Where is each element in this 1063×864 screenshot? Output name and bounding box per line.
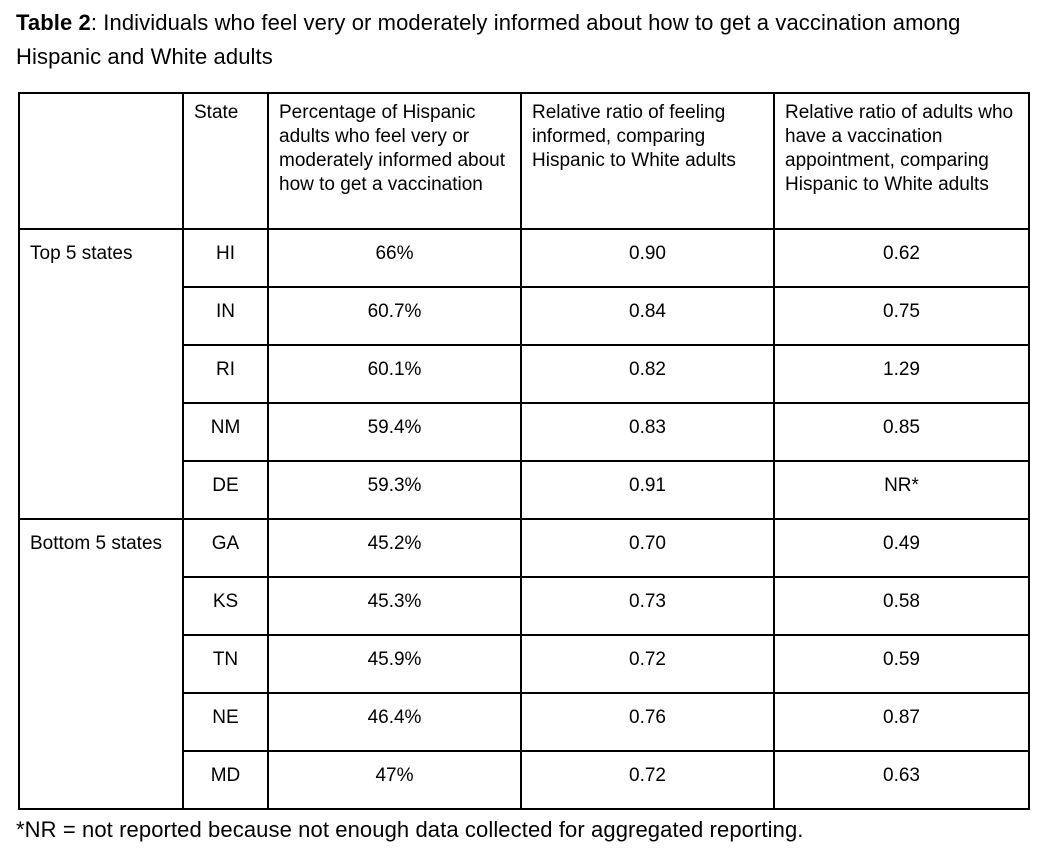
value-cell-ratio-informed: 0.91 [520,460,775,520]
value-cell-ratio-appointment: 0.75 [773,286,1030,346]
table-row: IN 60.7% 0.84 0.75 [19,286,1030,346]
table-caption: Table 2: Individuals who feel very or mo… [16,6,1046,74]
value-cell-ratio-informed: 0.72 [520,750,775,810]
value-cell-ratio-informed: 0.90 [520,228,775,288]
value-cell-ratio-appointment: NR* [773,460,1030,520]
state-cell: NM [182,402,269,462]
table-row: Bottom 5 states GA 45.2% 0.70 0.49 [18,518,1030,810]
value-cell-ratio-informed: 0.73 [520,576,775,636]
value-cell-ratio-informed: 0.82 [520,344,775,404]
table-row: MD 47% 0.72 0.63 [19,750,1030,810]
value-cell-percentage: 60.7% [267,286,522,346]
state-cell: KS [182,576,269,636]
value-cell-percentage: 45.2% [267,518,522,578]
value-cell-ratio-appointment: 0.49 [773,518,1030,578]
column-header-state: State [182,92,269,230]
value-cell-ratio-informed: 0.83 [520,402,775,462]
table-row: DE 59.3% 0.91 NR* [19,460,1030,520]
value-cell-percentage: 59.3% [267,460,522,520]
value-cell-ratio-informed: 0.72 [520,634,775,694]
state-cell: RI [182,344,269,404]
group-cell-top-5-states: Top 5 states [18,228,184,520]
value-cell-ratio-appointment: 1.29 [773,344,1030,404]
data-table: State Percentage of Hispanic adults who … [18,92,1030,810]
value-cell-percentage: 59.4% [267,402,522,462]
column-header-percentage-informed: Percentage of Hispanic adults who feel v… [267,92,522,230]
table-row: KS 45.3% 0.73 0.58 [19,576,1030,636]
state-cell: GA [182,518,269,578]
group-cell-bottom-5-states: Bottom 5 states [18,518,184,810]
value-cell-percentage: 66% [267,228,522,288]
table-caption-label: Table 2 [16,10,91,35]
table-row: NM 59.4% 0.83 0.85 [19,402,1030,462]
value-cell-ratio-appointment: 0.63 [773,750,1030,810]
state-cell: DE [182,460,269,520]
state-cell: TN [182,634,269,694]
table-row: Top 5 states HI 66% 0.90 0.62 [18,228,1030,520]
value-cell-ratio-informed: 0.76 [520,692,775,752]
column-header-ratio-appointment: Relative ratio of adults who have a vacc… [773,92,1030,230]
value-cell-ratio-informed: 0.70 [520,518,775,578]
value-cell-ratio-appointment: 0.85 [773,402,1030,462]
value-cell-percentage: 45.3% [267,576,522,636]
value-cell-ratio-appointment: 0.58 [773,576,1030,636]
value-cell-ratio-appointment: 0.59 [773,634,1030,694]
column-header-ratio-informed: Relative ratio of feeling informed, comp… [520,92,775,230]
value-cell-percentage: 45.9% [267,634,522,694]
header-row: State Percentage of Hispanic adults who … [18,92,1030,230]
table-row: RI 60.1% 0.82 1.29 [19,344,1030,404]
corner-cell [18,92,184,230]
footnote: *NR = not reported because not enough da… [16,817,804,842]
state-cell: NE [182,692,269,752]
table-row: NE 46.4% 0.76 0.87 [19,692,1030,752]
value-cell-ratio-informed: 0.84 [520,286,775,346]
value-cell-ratio-appointment: 0.62 [773,228,1030,288]
value-cell-percentage: 46.4% [267,692,522,752]
state-cell: MD [182,750,269,810]
state-cell: IN [182,286,269,346]
value-cell-ratio-appointment: 0.87 [773,692,1030,752]
value-cell-percentage: 60.1% [267,344,522,404]
table-row: TN 45.9% 0.72 0.59 [19,634,1030,694]
value-cell-percentage: 47% [267,750,522,810]
table-caption-text: : Individuals who feel very or moderatel… [16,10,961,69]
state-cell: HI [182,228,269,288]
